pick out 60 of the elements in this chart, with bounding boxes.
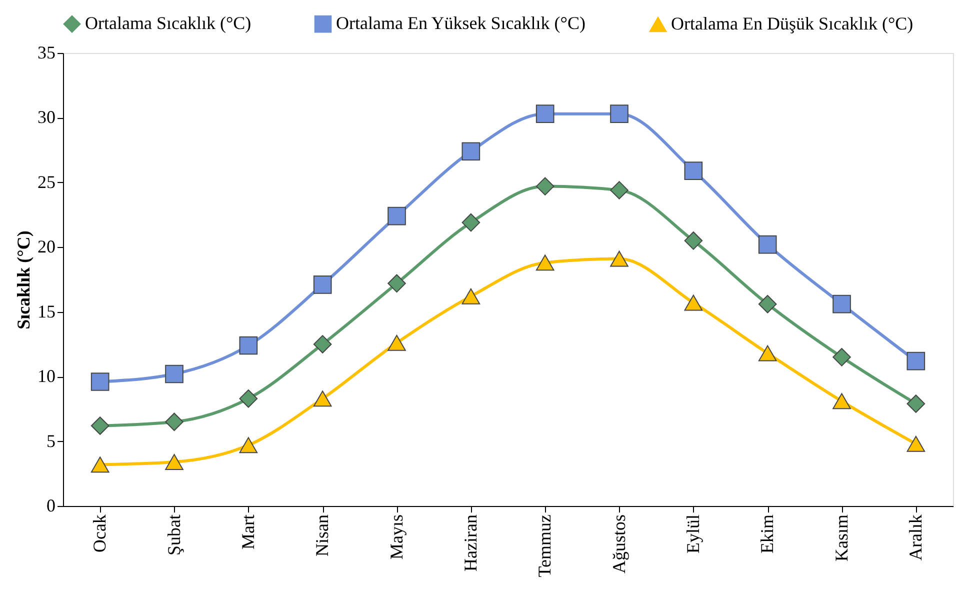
point (165, 454, 184, 470)
point (832, 294, 851, 314)
x-tick-label: Şubat (164, 514, 184, 556)
point (90, 372, 110, 391)
point (462, 213, 480, 232)
point (610, 181, 628, 200)
y-tick-label: 0 (46, 496, 56, 516)
point (388, 334, 406, 351)
x-tick-label: Mayıs (386, 514, 406, 560)
point (165, 412, 184, 432)
point (536, 177, 554, 196)
point (536, 254, 554, 271)
y-tick-label: 25 (38, 172, 56, 192)
point (610, 104, 628, 123)
point (906, 394, 926, 413)
y-tick-label: 15 (38, 301, 56, 322)
point (313, 390, 332, 407)
point (684, 294, 703, 311)
point (388, 274, 406, 293)
point (462, 288, 480, 304)
point (684, 232, 703, 250)
point (239, 336, 258, 355)
point (462, 142, 480, 161)
y-tick-label: 5 (46, 430, 56, 451)
y-tick-label: 20 (38, 236, 56, 257)
legend-label: Ortalama En Yüksek Sıcaklık (°C) (336, 13, 586, 34)
x-tick-label: Aralık (905, 514, 926, 560)
x-tick-label: Ekim (757, 514, 778, 554)
point (239, 437, 258, 454)
y-tick-label: 10 (38, 366, 56, 386)
point (758, 294, 777, 314)
point (758, 345, 777, 362)
point (313, 276, 332, 294)
point (90, 416, 110, 435)
point (684, 162, 703, 180)
point (90, 456, 110, 473)
point (610, 250, 628, 267)
point (165, 364, 184, 384)
point (758, 235, 777, 254)
y-tick-label: 35 (38, 42, 56, 62)
point (832, 348, 851, 366)
point (313, 335, 332, 354)
x-tick-label: Nisan (312, 514, 332, 556)
point (239, 389, 258, 408)
x-tick-label: Mart (238, 514, 258, 550)
x-tick-label: Ocak (90, 514, 110, 552)
x-tick-label: Kasım (831, 514, 852, 562)
point (388, 206, 406, 226)
x-tick-label: Temmuz (534, 514, 555, 578)
legend-label: Ortalama En Düşük Sıcaklık (°C) (671, 14, 914, 34)
point (906, 436, 926, 452)
x-tick-label: Eylül (682, 514, 703, 554)
x-tick-label: Ağustos (608, 514, 629, 574)
y-tick-label: 30 (38, 107, 56, 128)
point (906, 352, 926, 370)
y-axis-title: Sıcaklık (°C) (14, 230, 34, 330)
point (832, 393, 851, 410)
x-tick-label: Haziran (460, 514, 480, 572)
point (536, 104, 554, 123)
legend-label: Ortalama Sıcaklık (°C) (85, 13, 252, 34)
